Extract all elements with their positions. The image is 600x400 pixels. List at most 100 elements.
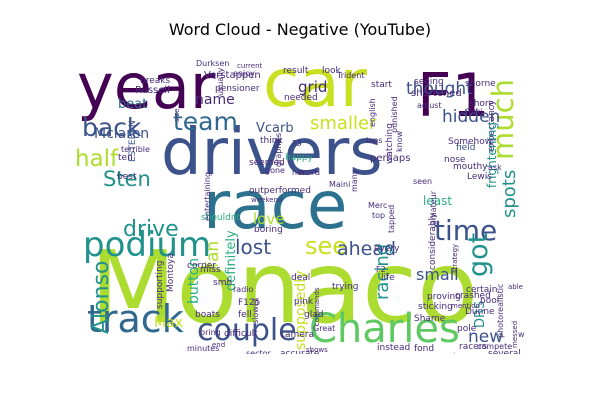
word-fond: fond [414,344,434,354]
word-fan: fan [203,241,223,268]
word-montoya: Montoya [166,253,176,292]
word-frightening: frightening [485,122,499,188]
word-got: got [463,233,494,277]
word-cloud: Monaco race drivers year car F1 track Charles po… [75,48,525,354]
word-shortened: shortened [411,88,462,99]
word-terrible: terrible [121,145,150,154]
word-shame: Shame [414,314,446,324]
word-drive: drive [123,217,179,242]
word-track: track [87,297,184,341]
word-look: look [322,66,342,76]
word-grid: grid [298,78,327,96]
word-considerably: considerably [428,212,438,270]
word-podium: podium [83,225,211,265]
word-top: top [372,211,385,220]
word-easier: easier [441,352,462,354]
word-way: way [518,330,525,339]
word-adjust: adjust [417,101,442,110]
word-max: Max [154,315,183,331]
word-new: new [468,327,503,347]
word-shorne: shorne [465,79,496,89]
word-accurate: accurate [280,349,320,354]
word-pool: pool [480,296,499,306]
word-smh: smh [213,278,232,288]
word-time: time [434,214,497,247]
word-small: small [416,265,459,284]
word-current: current [237,62,263,70]
word-enjoy: enjoy [233,69,255,78]
word-sticking: sticking [418,302,453,312]
word-know: know [395,130,404,152]
word-breaks: breaks [140,76,170,86]
word-minutes: minutes [187,344,219,353]
word-maini: Maini [329,180,350,189]
word-lewis: Lewis [467,172,492,182]
word-gone: gone [265,166,285,175]
word-thought: thought [406,79,473,99]
word-perhaps: perhaps [370,153,410,164]
word-proving: proving [427,292,461,302]
word-start: start [371,80,392,90]
word-year: year [77,50,216,123]
word-bring: bring [200,328,221,337]
word-merc: Merc [368,201,387,210]
word-end: end [212,341,225,349]
word-car: car [263,48,368,122]
word-much: much [486,79,520,160]
word-f1: F1 [417,61,490,131]
word-dunne: Dunne [465,307,495,317]
word-mention: mention [451,302,480,310]
word-think: think [260,136,283,146]
word-lost: lost [235,235,271,259]
word-result: result [283,66,309,76]
word-trident: Trident [336,71,364,80]
word-seeing: seeing [414,77,444,87]
word-hor: hor [292,168,306,177]
word-charles: Charles [309,306,460,352]
word-ten: ten [118,153,133,163]
word-vcarb: Vcarb [256,121,294,136]
word-somehow: Somehow [448,137,492,147]
word-strategy: strategy [451,244,459,273]
word-messed: messed [511,321,519,348]
word-able: able [508,283,523,291]
word-punished: punished [390,96,399,133]
word-shore: shore [469,99,494,109]
word-sten: Sten [103,167,151,191]
word-racing: racing [372,244,393,300]
word-smaller: smaller [310,113,377,134]
word-deal: deal [291,273,310,283]
word-pole: pole [457,324,477,334]
word-back: back [82,113,142,142]
word-mouthy: mouthy [453,162,488,172]
word-best: best [117,172,137,182]
word-crashed: crashed [455,291,491,301]
word-drivers: drivers [161,116,383,190]
word-usually: usually [216,67,225,96]
word-monaco: Monaco [90,229,478,346]
word-certain: certain [466,285,497,295]
word-supporting: supporting [155,261,165,309]
word-spots: spots [499,170,520,218]
word-happy: happy [285,153,314,163]
word-expectancy: expectancy [487,99,497,152]
word-hidden: hidden [442,107,500,127]
word-ahead: ahead [337,238,396,260]
word-beat: beat [118,97,147,112]
word-boring: boring [254,225,283,235]
word-name: name [195,92,235,108]
word-field: field [456,143,475,153]
word-button: button [186,258,202,304]
word-drs: DRS [473,301,488,328]
word-life: life [381,273,395,283]
word-laps: laps [366,136,382,145]
word-graphics: graphics [274,133,283,167]
word-f125: F125 [238,298,260,308]
word-great: Great [313,324,335,333]
word-seemed: seemed [249,158,285,168]
word-ask: ask [488,163,502,172]
word-radio: radio [233,285,253,294]
word-least: least [423,194,452,208]
word-alonso: Alonso [89,261,114,335]
